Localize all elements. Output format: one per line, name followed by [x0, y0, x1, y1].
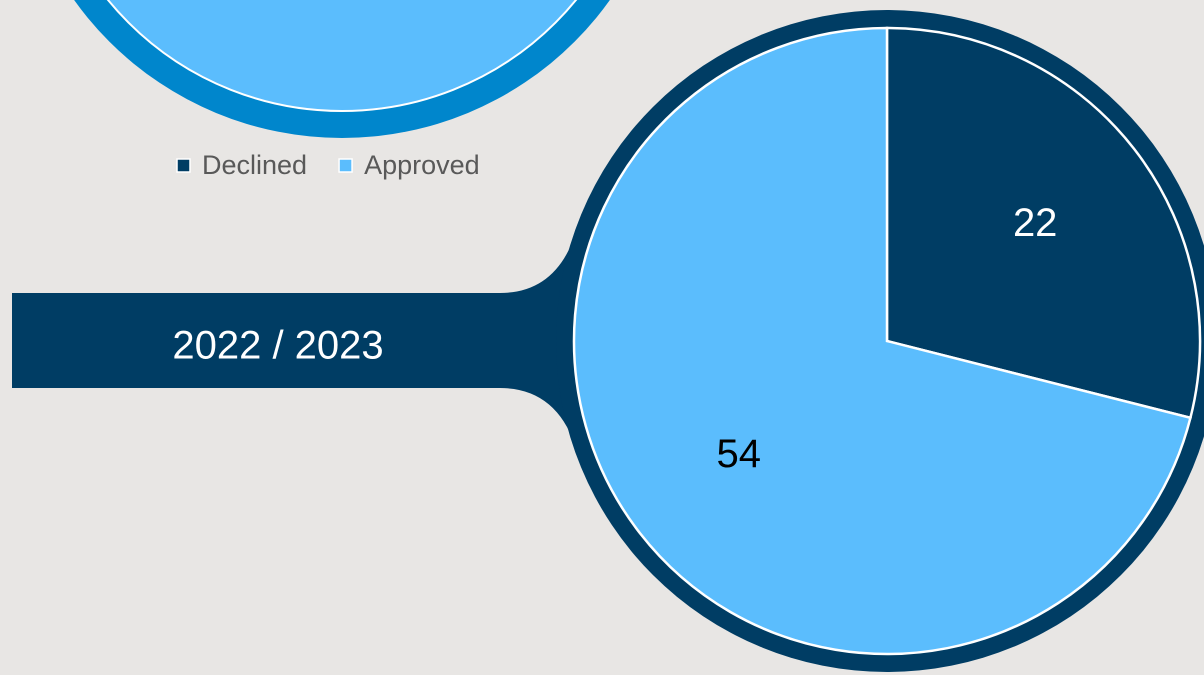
legend-swatch	[338, 158, 353, 173]
data-label: 54	[717, 432, 762, 476]
legend: Declined Approved	[176, 150, 480, 180]
period-label: 2022 / 2023	[172, 324, 383, 368]
connector-band	[12, 235, 640, 445]
top-pie	[106, 0, 578, 112]
legend-swatch	[176, 158, 191, 173]
pie-slice	[885, 26, 1202, 420]
data-label: 22	[1013, 201, 1058, 245]
pie-slice	[572, 26, 1192, 656]
legend-label: Approved	[364, 150, 480, 180]
pie: 22 54	[572, 26, 1202, 656]
legend-label: Declined	[202, 150, 307, 180]
